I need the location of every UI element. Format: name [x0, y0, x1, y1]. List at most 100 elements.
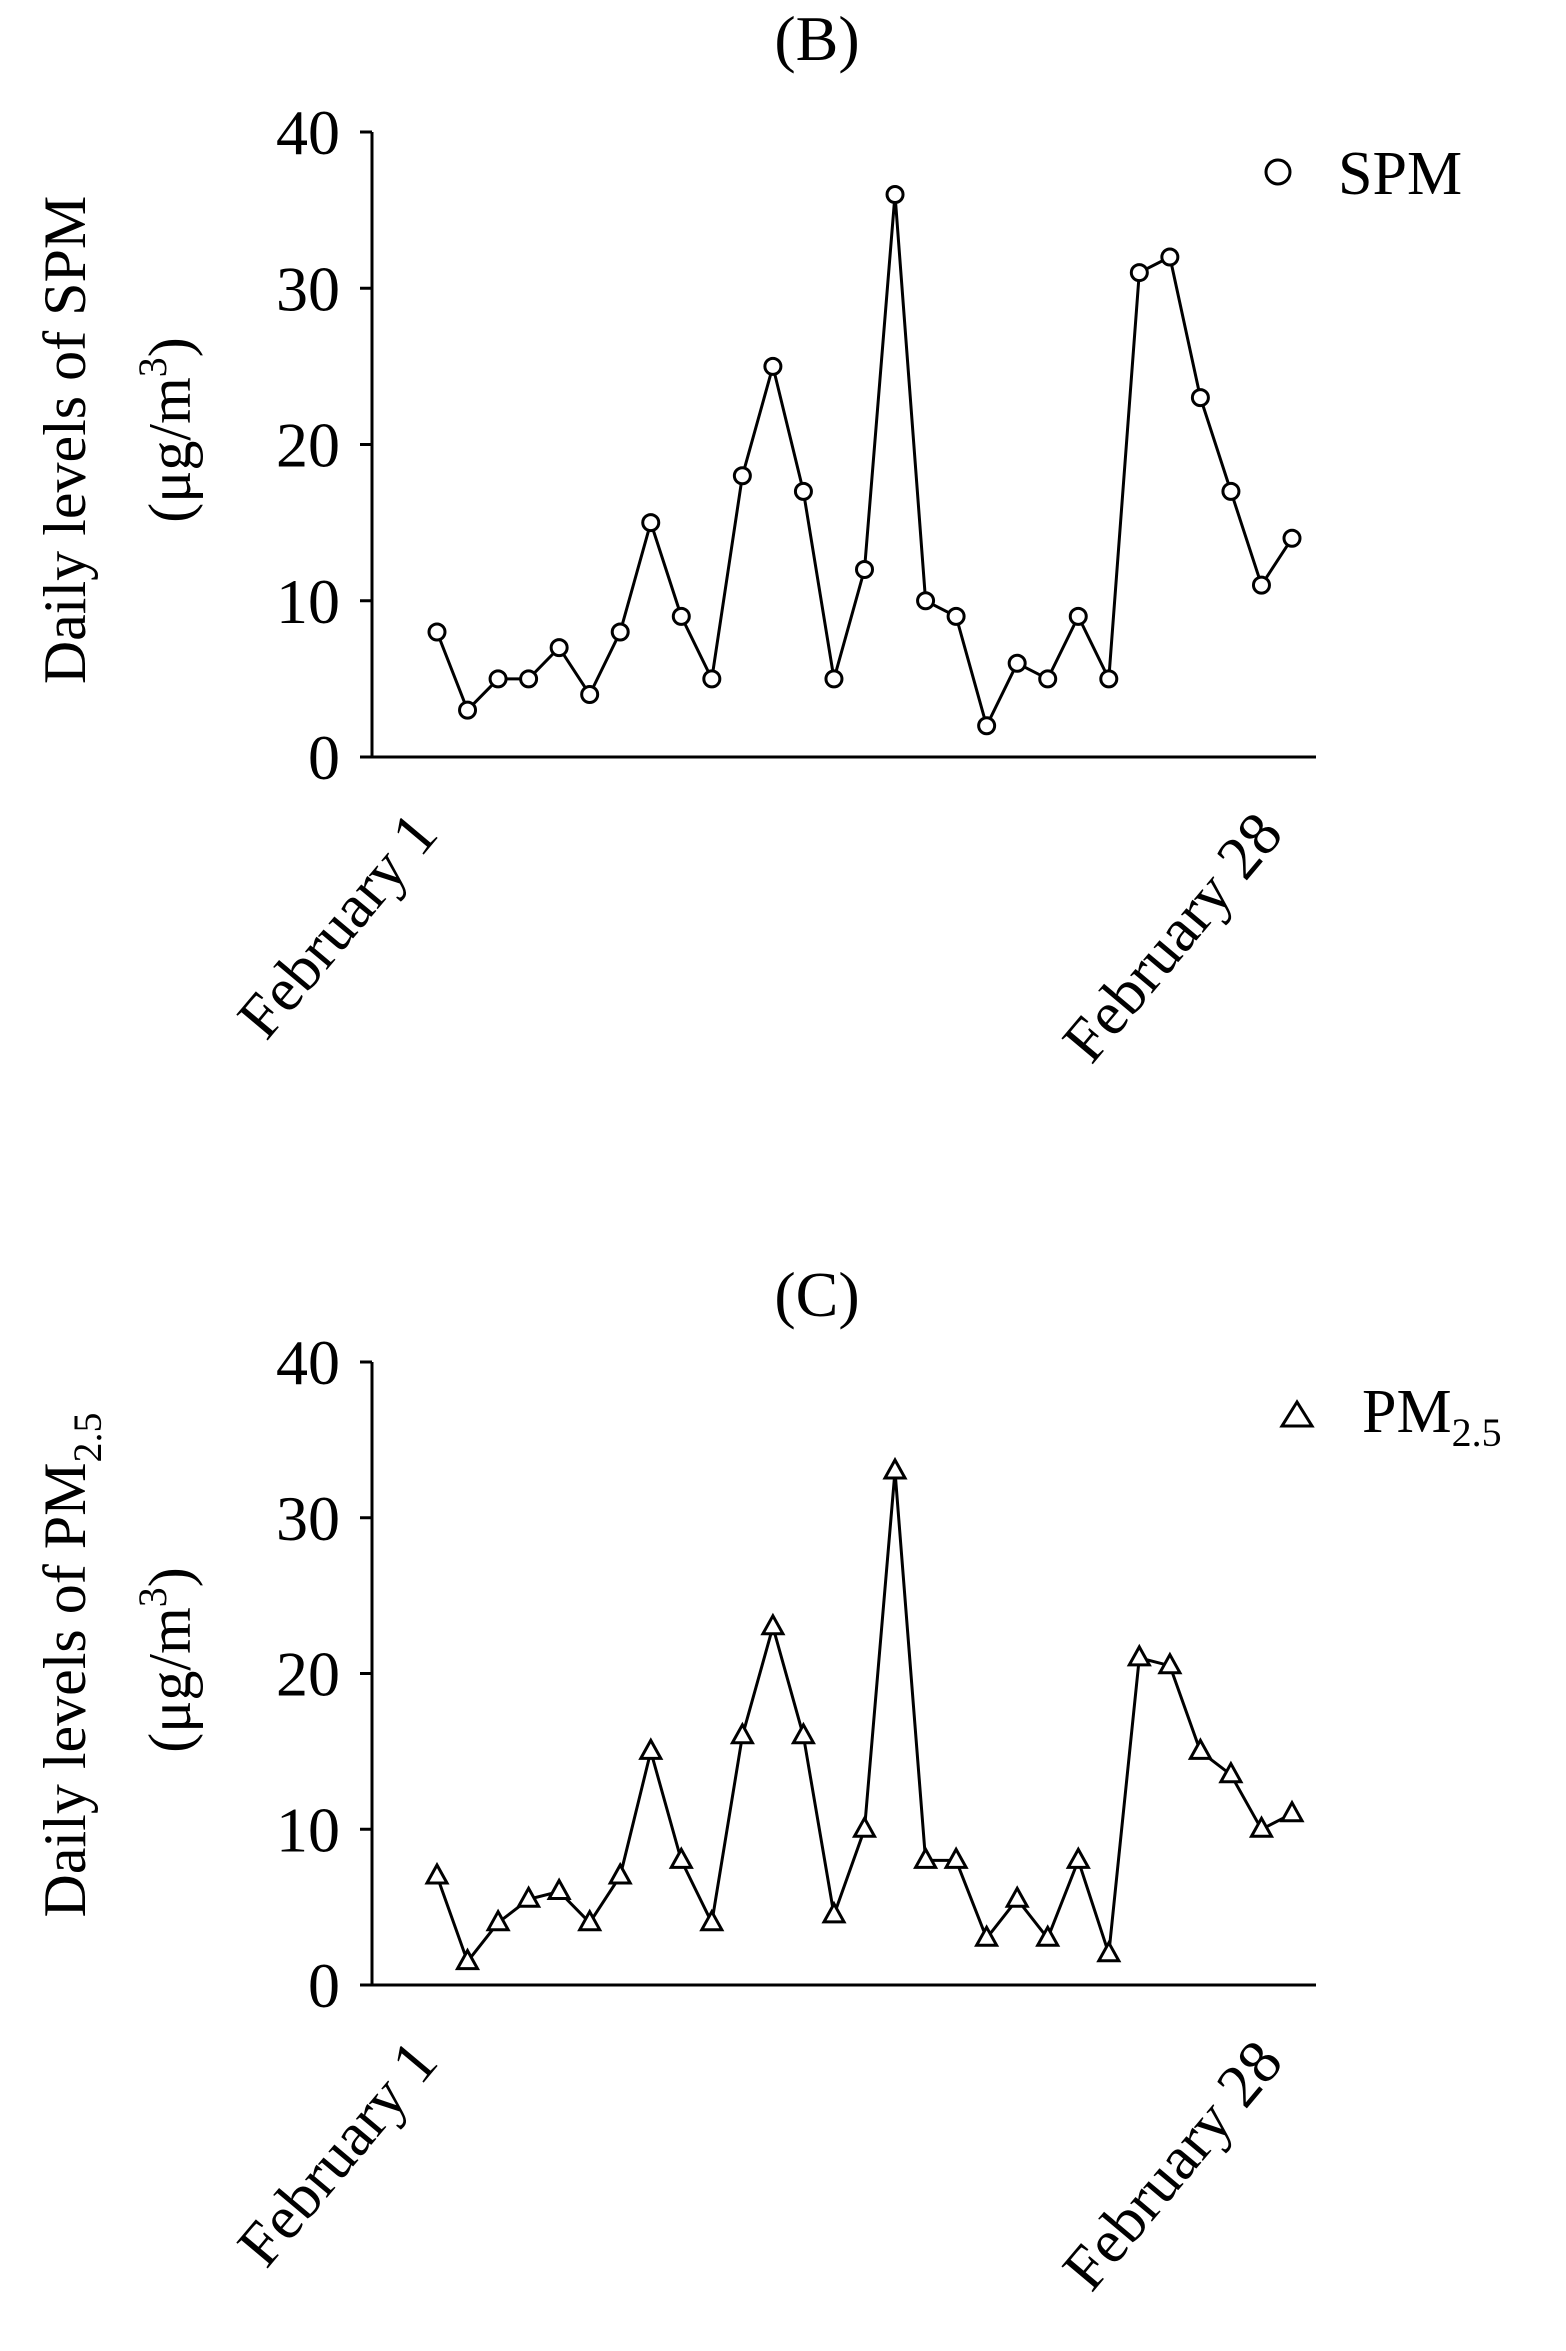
- data-point: [549, 638, 569, 658]
- y-tick-label: 40: [276, 1327, 340, 1398]
- data-point: [1282, 528, 1302, 548]
- data-point: [1126, 1643, 1152, 1667]
- y-tick-label: 20: [276, 410, 340, 481]
- y-tick-label: 10: [276, 1794, 340, 1865]
- x-start-label: February 1: [225, 800, 451, 1051]
- data-point: [1099, 669, 1119, 689]
- x-end-label: February 28: [1050, 2028, 1296, 2303]
- data-point: [1190, 388, 1210, 408]
- y-axis-label-subscript: 2.5: [65, 1413, 110, 1463]
- y-axis-label: Daily levels of SPM: [32, 196, 98, 684]
- data-point: [790, 1721, 816, 1745]
- chart-panel-b: (B) Daily levels of SPM (μg/m3) 0 10 20 30 4…: [32, 3, 1462, 1075]
- y-axis-label: Daily levels of PM2.5: [32, 1413, 110, 1918]
- data-point: [1038, 669, 1058, 689]
- y-tick-label: 20: [276, 1639, 340, 1710]
- legend-label-base: SPM: [1338, 140, 1462, 208]
- data-point: [424, 1861, 450, 1885]
- legend-label: PM2.5: [1362, 1378, 1502, 1455]
- y-axis-unit-suffix: ): [137, 1567, 203, 1587]
- data-point: [946, 606, 966, 626]
- data-point: [546, 1877, 572, 1900]
- y-tick-label: 30: [276, 253, 340, 324]
- data-point: [977, 716, 997, 736]
- data-point: [913, 1846, 939, 1869]
- legend: PM2.5: [1279, 1378, 1502, 1455]
- data-point: [729, 1721, 755, 1745]
- y-tick-label: 0: [308, 1950, 340, 2021]
- data-point: [821, 1900, 847, 1924]
- y-axis-unit-superscript: 3: [130, 357, 175, 377]
- data-point: [488, 669, 508, 689]
- data-point: [610, 622, 630, 642]
- data-point: [1157, 1651, 1183, 1675]
- data-point: [1096, 1939, 1122, 1963]
- legend-label-subscript: 2.5: [1452, 1410, 1502, 1455]
- y-ticks: 0 10 20 30 40: [276, 1327, 372, 2021]
- data-point: [607, 1861, 633, 1885]
- y-tick-label: 0: [308, 722, 340, 793]
- data-point: [1160, 247, 1180, 267]
- legend: SPM: [1264, 140, 1462, 208]
- y-axis-unit-prefix: (μg/m: [137, 1607, 203, 1753]
- y-ticks: 0 10 20 30 40: [276, 97, 372, 793]
- y-tick-label: 10: [276, 566, 340, 637]
- y-axis-label-base: Daily levels of PM: [32, 1463, 98, 1918]
- chart-title: (B): [774, 3, 859, 74]
- y-tick-label: 40: [276, 97, 340, 168]
- data-point: [763, 356, 783, 376]
- y-axis-unit-superscript: 3: [130, 1587, 175, 1607]
- series-pm25: [424, 1456, 1305, 1971]
- data-point: [699, 1908, 725, 1932]
- data-point: [885, 185, 905, 204]
- data-point: [516, 1885, 542, 1908]
- data-point: [1035, 1924, 1061, 1947]
- data-point: [580, 685, 600, 704]
- data-point: [1248, 1815, 1275, 1838]
- data-point: [824, 669, 844, 689]
- y-axis-unit-label: (μg/m3): [130, 1567, 203, 1752]
- data-point: [641, 513, 661, 533]
- data-point: [882, 1456, 908, 1480]
- data-point: [1251, 575, 1271, 595]
- data-point: [851, 1815, 878, 1838]
- data-point: [1221, 481, 1241, 501]
- y-axis-unit-label: (μg/m3): [130, 337, 203, 522]
- data-point: [454, 1947, 481, 1971]
- data-point: [1187, 1737, 1213, 1760]
- data-point: [519, 669, 539, 689]
- legend-label-base: PM: [1362, 1378, 1452, 1446]
- data-point: [855, 560, 874, 579]
- data-point: [702, 669, 722, 689]
- data-point: [671, 606, 691, 626]
- data-point: [760, 1612, 786, 1636]
- data-point: [1218, 1760, 1244, 1784]
- y-axis-unit-prefix: (μg/m: [137, 377, 203, 523]
- data-point: [577, 1908, 603, 1932]
- data-point: [1004, 1885, 1030, 1908]
- data-point: [732, 466, 752, 486]
- data-point: [668, 1846, 694, 1869]
- data-point: [1279, 1799, 1305, 1823]
- data-point: [1129, 263, 1149, 283]
- data-point: [485, 1908, 511, 1932]
- legend-marker-triangle: [1279, 1399, 1315, 1428]
- data-point: [1065, 1846, 1091, 1869]
- series-spm: [427, 185, 1302, 736]
- y-tick-label: 30: [276, 1483, 340, 1554]
- data-point: [638, 1737, 664, 1760]
- x-end-label: February 28: [1050, 800, 1296, 1075]
- data-point: [1007, 653, 1027, 673]
- data-point: [1068, 606, 1088, 626]
- x-start-label: February 1: [225, 2028, 451, 2279]
- chart-title: (C): [774, 1259, 859, 1330]
- y-axis-unit-suffix: ): [137, 337, 203, 357]
- data-point: [943, 1846, 969, 1869]
- data-point: [458, 700, 478, 720]
- data-point: [974, 1924, 1000, 1947]
- legend-marker-circle: [1264, 158, 1292, 186]
- chart-panel-c: (C) Daily levels of PM2.5 (μg/m3) 010203…: [32, 1259, 1502, 2303]
- data-point: [916, 591, 936, 611]
- data-point: [427, 622, 447, 642]
